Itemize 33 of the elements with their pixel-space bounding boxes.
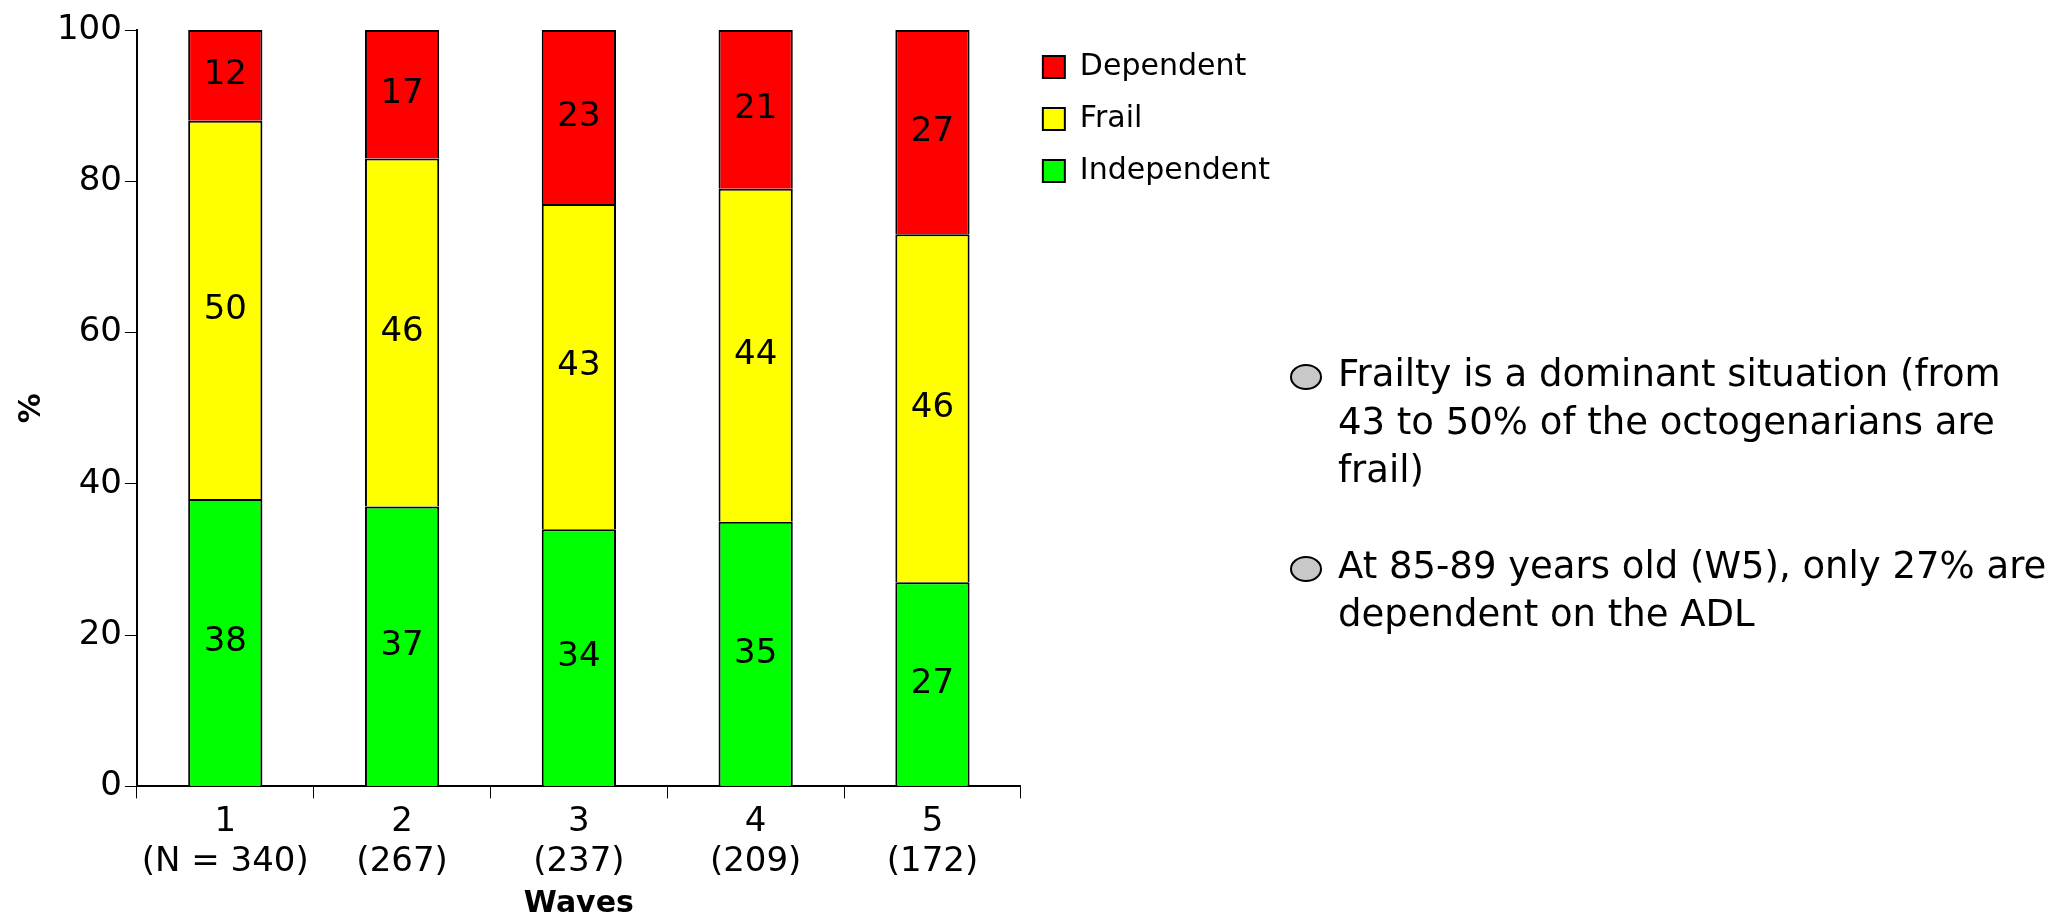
data-label: 44 <box>734 332 778 373</box>
y-tick-label: 100 <box>56 6 122 47</box>
y-tick-label: 0 <box>100 763 122 804</box>
data-label: 46 <box>910 385 955 426</box>
x-tick-label: 2 (267) <box>356 798 448 880</box>
y-tick-label: 60 <box>78 309 122 350</box>
legend-label: Dependent <box>1079 46 1247 82</box>
data-label: 17 <box>380 71 424 112</box>
data-label: 34 <box>557 634 601 675</box>
data-label: 23 <box>557 93 601 134</box>
data-label: 12 <box>203 52 247 93</box>
data-label: 50 <box>203 286 247 327</box>
data-label: 46 <box>380 309 424 350</box>
data-label: 43 <box>557 343 601 384</box>
legend-label: Independent <box>1079 150 1271 186</box>
data-label: 27 <box>910 660 955 701</box>
y-axis-title: % <box>11 393 47 424</box>
x-axis-title: Waves <box>523 883 634 919</box>
x-tick-label: 3 (237) <box>533 798 625 880</box>
text: Frailty is a dominant situation (from 43 to 50% of the octogenarians are frail) <box>1338 351 2002 494</box>
data-label: 38 <box>203 619 247 660</box>
y-tick-label: 80 <box>78 158 122 199</box>
x-tick-label: 1 (N = 340) <box>141 798 309 880</box>
data-label: 35 <box>734 630 778 671</box>
legend-label: Frail <box>1079 98 1143 134</box>
text: At 85-89 years old (W5), only 27% are dependent on the ADL <box>1338 543 2048 638</box>
x-tick-label: 5 (172) <box>886 798 979 880</box>
data-label: 37 <box>380 623 424 664</box>
y-tick-label: 40 <box>78 460 122 501</box>
x-tick-label: 4 (209) <box>709 798 802 880</box>
data-label: 27 <box>910 108 955 149</box>
y-tick-label: 20 <box>78 611 122 652</box>
data-label: 21 <box>734 86 778 127</box>
